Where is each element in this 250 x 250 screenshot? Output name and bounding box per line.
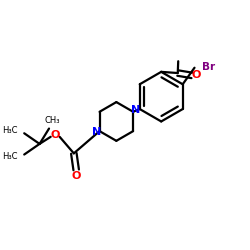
Text: O: O bbox=[192, 70, 201, 81]
Text: Br: Br bbox=[202, 62, 215, 72]
Text: O: O bbox=[72, 171, 81, 181]
Text: H₃C: H₃C bbox=[2, 152, 17, 162]
Text: N: N bbox=[131, 105, 140, 115]
Text: O: O bbox=[50, 130, 59, 140]
Text: H₃C: H₃C bbox=[2, 126, 17, 136]
Text: CH₃: CH₃ bbox=[45, 116, 60, 124]
Text: N: N bbox=[92, 127, 101, 137]
